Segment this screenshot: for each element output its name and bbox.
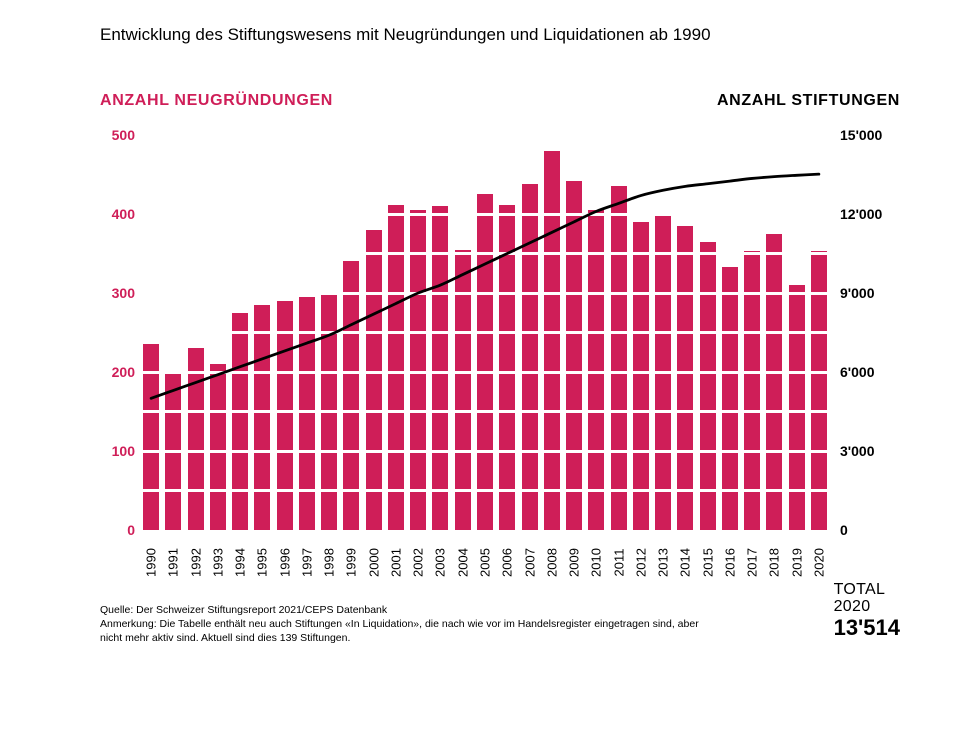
x-axis-label: 1999 bbox=[344, 548, 359, 577]
gridline bbox=[140, 489, 830, 492]
x-axis-label: 1997 bbox=[299, 548, 314, 577]
left-tick: 400 bbox=[112, 206, 135, 222]
gridline bbox=[140, 410, 830, 413]
x-axis-label: 2010 bbox=[589, 548, 604, 577]
x-axis-label: 2018 bbox=[767, 548, 782, 577]
gridline bbox=[140, 292, 830, 295]
gridline bbox=[140, 331, 830, 334]
bar bbox=[366, 230, 382, 530]
x-axis-label: 2009 bbox=[567, 548, 582, 577]
bar bbox=[544, 151, 560, 530]
bar bbox=[700, 242, 716, 530]
chart-canvas: Entwicklung des Stiftungswesens mit Neug… bbox=[0, 0, 960, 740]
right-tick: 6'000 bbox=[840, 364, 874, 380]
x-axis-label: 2005 bbox=[478, 548, 493, 577]
x-axis-label: 2006 bbox=[500, 548, 515, 577]
right-tick: 3'000 bbox=[840, 443, 874, 459]
x-axis-label: 1993 bbox=[210, 548, 225, 577]
x-axis-label: 2014 bbox=[678, 548, 693, 577]
x-axis-label: 2000 bbox=[366, 548, 381, 577]
bar bbox=[277, 301, 293, 530]
bar bbox=[477, 194, 493, 530]
total-block: TOTAL 2020 13'514 bbox=[834, 582, 900, 639]
plot-area bbox=[140, 135, 830, 530]
x-axis-label: 1992 bbox=[188, 548, 203, 577]
source-line: Quelle: Der Schweizer Stiftungsreport 20… bbox=[100, 603, 700, 617]
bar bbox=[566, 181, 582, 530]
x-axis-label: 1995 bbox=[255, 548, 270, 577]
right-tick: 15'000 bbox=[840, 127, 882, 143]
bar bbox=[232, 313, 248, 530]
x-axis-label: 1994 bbox=[233, 548, 248, 577]
bar bbox=[611, 186, 627, 530]
x-axis-label: 2016 bbox=[722, 548, 737, 577]
gridline bbox=[140, 213, 830, 216]
x-axis-label: 2003 bbox=[433, 548, 448, 577]
bar bbox=[633, 222, 649, 530]
x-axis-label: 1991 bbox=[166, 548, 181, 577]
bar bbox=[789, 285, 805, 530]
total-value: 13'514 bbox=[834, 616, 900, 639]
x-axis-label: 2011 bbox=[611, 549, 626, 577]
x-axis-label: 2008 bbox=[544, 548, 559, 577]
x-axis-label: 2001 bbox=[388, 548, 403, 577]
x-axis-label: 2015 bbox=[700, 548, 715, 577]
left-tick: 300 bbox=[112, 285, 135, 301]
bar bbox=[188, 348, 204, 530]
x-axis-label: 2007 bbox=[522, 548, 537, 577]
x-axis-label: 2020 bbox=[811, 548, 826, 577]
right-tick-labels: 03'0006'0009'00012'00015'000 bbox=[840, 135, 920, 530]
right-tick: 0 bbox=[840, 522, 848, 538]
gridline bbox=[140, 252, 830, 255]
bar bbox=[522, 184, 538, 530]
bar bbox=[254, 305, 270, 530]
chart-title: Entwicklung des Stiftungswesens mit Neug… bbox=[100, 24, 711, 45]
x-axis-label: 2002 bbox=[411, 548, 426, 577]
note-line: Anmerkung: Die Tabelle enthält neu auch … bbox=[100, 617, 700, 645]
left-tick: 500 bbox=[112, 127, 135, 143]
left-tick: 100 bbox=[112, 443, 135, 459]
gridline bbox=[140, 450, 830, 453]
left-tick: 200 bbox=[112, 364, 135, 380]
left-tick-labels: 0100200300400500 bbox=[100, 135, 135, 530]
bar bbox=[210, 364, 226, 530]
gridline bbox=[140, 371, 830, 374]
x-axis-label: 2013 bbox=[656, 548, 671, 577]
x-axis-label: 2012 bbox=[633, 548, 648, 577]
bar bbox=[766, 234, 782, 530]
source-footnote: Quelle: Der Schweizer Stiftungsreport 20… bbox=[100, 603, 700, 646]
x-axis-label: 1990 bbox=[144, 548, 159, 577]
x-axis-labels: 1990 1991 1992 1993 1994 1995 1996 1997 1998 1999… bbox=[140, 535, 830, 595]
x-axis-label: 2004 bbox=[455, 548, 470, 577]
left-axis-title: ANZAHL NEUGRÜNDUNGEN bbox=[100, 92, 333, 110]
right-tick: 9'000 bbox=[840, 285, 874, 301]
right-tick: 12'000 bbox=[840, 206, 882, 222]
x-axis-label: 2019 bbox=[789, 548, 804, 577]
total-label-line2: 2020 bbox=[834, 599, 900, 616]
x-axis-label: 1996 bbox=[277, 548, 292, 577]
x-axis-label: 1998 bbox=[322, 548, 337, 577]
total-label-line1: TOTAL bbox=[834, 582, 900, 599]
x-axis-label: 2017 bbox=[745, 548, 760, 577]
left-tick: 0 bbox=[127, 522, 135, 538]
right-axis-title: ANZAHL STIFTUNGEN bbox=[717, 92, 900, 110]
bar bbox=[677, 226, 693, 530]
